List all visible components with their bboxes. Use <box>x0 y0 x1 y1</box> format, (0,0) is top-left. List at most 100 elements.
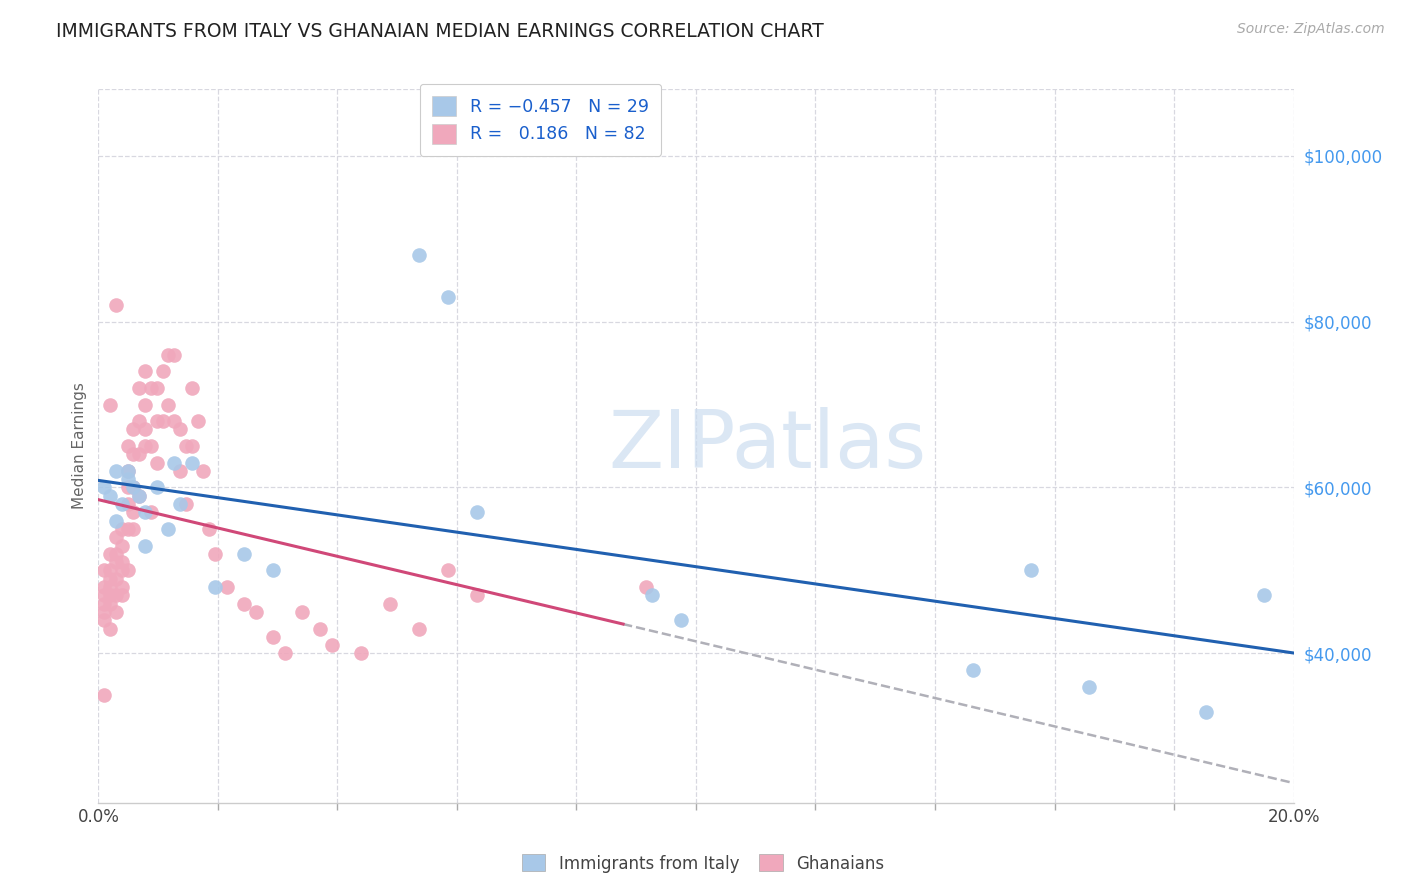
Point <box>157 522 180 536</box>
Point <box>122 422 145 436</box>
Point <box>111 564 134 578</box>
Text: ZIPatlas: ZIPatlas <box>609 407 927 485</box>
Point <box>117 464 139 478</box>
Point <box>139 381 162 395</box>
Point <box>204 580 226 594</box>
Point <box>128 447 150 461</box>
Point <box>104 464 127 478</box>
Point <box>145 481 167 495</box>
Point <box>128 489 150 503</box>
Legend: R = −0.457   N = 29, R =   0.186   N = 82: R = −0.457 N = 29, R = 0.186 N = 82 <box>420 84 661 156</box>
Point <box>111 580 134 594</box>
Point <box>134 397 156 411</box>
Point <box>134 505 156 519</box>
Point <box>321 638 343 652</box>
Point <box>128 489 150 503</box>
Point <box>636 580 658 594</box>
Point <box>193 464 215 478</box>
Point <box>104 605 127 619</box>
Point <box>117 472 139 486</box>
Point <box>145 381 167 395</box>
Point <box>122 522 145 536</box>
Point <box>93 688 115 702</box>
Point <box>134 422 156 436</box>
Point <box>1019 564 1042 578</box>
Text: IMMIGRANTS FROM ITALY VS GHANAIAN MEDIAN EARNINGS CORRELATION CHART: IMMIGRANTS FROM ITALY VS GHANAIAN MEDIAN… <box>56 22 824 41</box>
Point <box>467 505 489 519</box>
Point <box>111 555 134 569</box>
Point <box>122 447 145 461</box>
Point <box>134 439 156 453</box>
Point <box>309 622 332 636</box>
Point <box>104 588 127 602</box>
Point <box>122 481 145 495</box>
Point <box>378 597 401 611</box>
Point <box>437 290 460 304</box>
Point <box>245 605 267 619</box>
Text: Source: ZipAtlas.com: Source: ZipAtlas.com <box>1237 22 1385 37</box>
Point <box>174 497 197 511</box>
Point <box>134 539 156 553</box>
Point <box>117 497 139 511</box>
Point <box>169 422 191 436</box>
Point <box>93 597 115 611</box>
Point <box>122 481 145 495</box>
Point <box>262 564 284 578</box>
Point <box>350 647 373 661</box>
Point <box>145 456 167 470</box>
Point <box>128 381 150 395</box>
Point <box>1253 588 1275 602</box>
Point <box>117 481 139 495</box>
Point <box>104 572 127 586</box>
Point <box>152 414 174 428</box>
Point <box>408 622 430 636</box>
Point <box>139 439 162 453</box>
Point <box>180 381 202 395</box>
Point <box>163 414 186 428</box>
Point <box>1195 705 1218 719</box>
Point <box>186 414 208 428</box>
Point <box>198 522 221 536</box>
Point <box>111 522 134 536</box>
Point <box>98 572 121 586</box>
Point <box>134 364 156 378</box>
Point <box>98 397 121 411</box>
Point <box>122 505 145 519</box>
Point <box>98 564 121 578</box>
Point <box>291 605 314 619</box>
Point <box>104 530 127 544</box>
Point <box>128 414 150 428</box>
Point <box>437 564 460 578</box>
Point <box>104 298 127 312</box>
Y-axis label: Median Earnings: Median Earnings <box>72 383 87 509</box>
Point <box>204 547 226 561</box>
Point <box>111 588 134 602</box>
Point <box>139 505 162 519</box>
Point <box>93 588 115 602</box>
Point <box>215 580 238 594</box>
Point <box>467 588 489 602</box>
Point <box>98 580 121 594</box>
Point <box>111 539 134 553</box>
Point <box>1078 680 1101 694</box>
Point <box>163 456 186 470</box>
Point <box>169 497 191 511</box>
Point <box>157 397 180 411</box>
Point <box>104 547 127 561</box>
Point <box>117 439 139 453</box>
Point <box>174 439 197 453</box>
Point <box>169 464 191 478</box>
Legend: Immigrants from Italy, Ghanaians: Immigrants from Italy, Ghanaians <box>516 847 890 880</box>
Point <box>93 613 115 627</box>
Point <box>98 547 121 561</box>
Point <box>274 647 297 661</box>
Point <box>157 348 180 362</box>
Point <box>93 580 115 594</box>
Point <box>98 622 121 636</box>
Point <box>962 663 984 677</box>
Point <box>104 555 127 569</box>
Point <box>262 630 284 644</box>
Point <box>117 564 139 578</box>
Point <box>152 364 174 378</box>
Point <box>93 564 115 578</box>
